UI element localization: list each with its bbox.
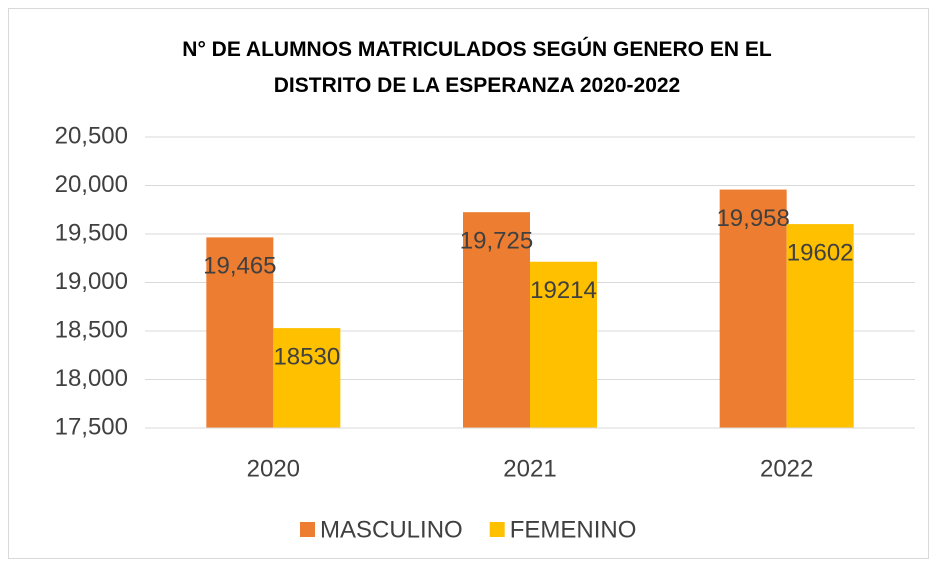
chart-border <box>8 8 929 559</box>
data-label: 19214 <box>530 277 597 304</box>
data-label: 18530 <box>273 343 340 370</box>
x-tick-label: 2022 <box>760 455 813 482</box>
data-label: 19602 <box>787 239 854 266</box>
legend-swatch <box>489 522 505 537</box>
x-tick-label: 2020 <box>247 455 300 482</box>
x-tick-label: 2021 <box>503 455 556 482</box>
y-tick-label: 20,000 <box>55 171 128 198</box>
legend-label: MASCULINO <box>320 516 463 543</box>
y-tick-label: 18,500 <box>55 316 128 343</box>
bar <box>719 189 787 428</box>
bar <box>273 328 341 428</box>
y-tick-label: 19,000 <box>55 268 128 295</box>
y-tick-label: 17,500 <box>55 413 128 440</box>
legend-label: FEMENINO <box>510 516 637 543</box>
bar <box>206 237 274 428</box>
data-label: 19,958 <box>716 205 789 232</box>
bar <box>786 224 854 428</box>
data-label: 19,725 <box>460 228 533 255</box>
legend-swatch <box>300 522 315 537</box>
y-tick-label: 19,500 <box>55 219 128 246</box>
chart-title: N° DE ALUMNOS MATRICULADOS SEGÚN GENERO … <box>182 38 772 97</box>
bar <box>530 261 597 428</box>
data-label: 19,465 <box>203 253 276 280</box>
y-tick-label: 18,000 <box>55 365 128 392</box>
y-tick-label: 20,500 <box>55 122 128 149</box>
bar <box>463 212 530 428</box>
